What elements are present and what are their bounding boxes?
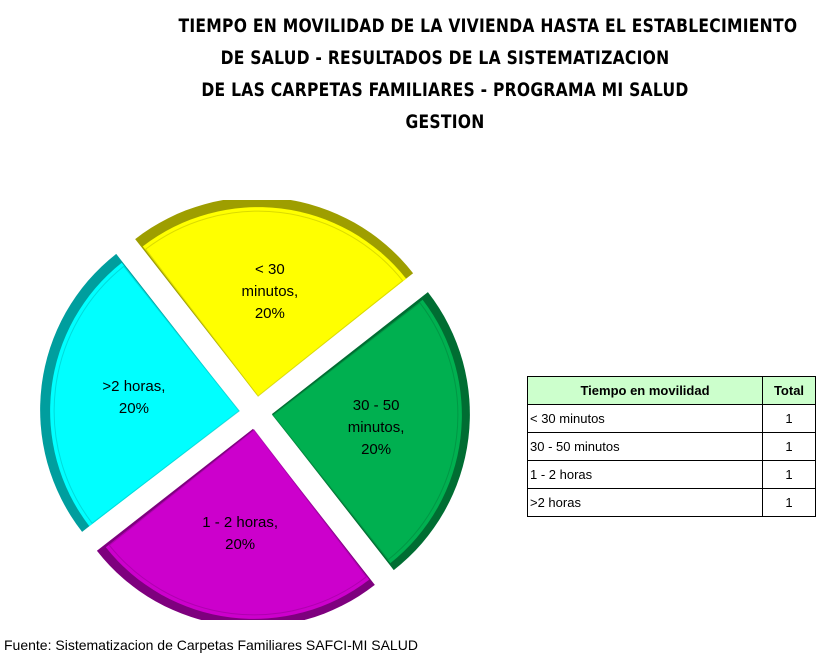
- pie-slice-30-minutos: < 30 minutos, 20%: [135, 200, 414, 397]
- pie-slice-1-2-horas: 1 - 2 horas, 20%: [96, 428, 375, 620]
- table-header-category: Tiempo en movilidad: [527, 376, 763, 405]
- chart-title-line: DE LAS CARPETAS FAMILIARES - PROGRAMA MI…: [201, 79, 689, 101]
- pie-slice-face: [272, 299, 462, 564]
- pie-slice-label-line: < 30: [255, 261, 285, 278]
- table-row: >2 horas 1: [527, 488, 816, 517]
- pie-slice-2-horas: >2 horas, 20%: [40, 253, 240, 532]
- pie-slice-inner-line: [272, 302, 459, 561]
- pie-slice-label-line: 20%: [119, 400, 149, 417]
- table-row: 1 - 2 horas 1: [527, 460, 816, 489]
- pie-slice-label-line: minutos,: [348, 419, 405, 436]
- pie-slice-label-line: 20%: [361, 441, 391, 458]
- pie-slice-label: >2 horas, 20%: [102, 378, 165, 417]
- table-cell-category: >2 horas: [527, 488, 763, 517]
- table-cell-category: 30 - 50 minutos: [527, 432, 763, 461]
- pie-slice-label-line: 20%: [255, 305, 285, 322]
- pie-slice-label: 30 - 50 minutos, 20%: [348, 397, 405, 458]
- pie-slice-label-line: 20%: [225, 536, 255, 553]
- source-note: Fuente: Sistematizacion de Carpetas Fami…: [4, 637, 418, 653]
- table-cell-total: 1: [762, 404, 816, 433]
- pie-slice-face: [50, 262, 240, 527]
- pie-slice-face: [105, 429, 370, 619]
- data-table: Tiempo en movilidad Total < 30 minutos 1…: [527, 376, 816, 517]
- pie-slice-face: [142, 207, 407, 397]
- chart-title-line: GESTION: [405, 111, 485, 133]
- table-cell-category: < 30 minutos: [527, 404, 763, 433]
- pie-slice-label-line: minutos,: [242, 283, 299, 300]
- table-cell-total: 1: [762, 432, 816, 461]
- table-cell-total: 1: [762, 488, 816, 517]
- pie-chart: < 30 minutos, 20%30 - 50 minutos, 20%1 - 2 h…: [40, 200, 470, 620]
- pie-slice-label-line: 30 - 50: [353, 397, 400, 414]
- pie-slice-inner-line: [145, 210, 404, 397]
- chart-title-line: TIEMPO EN MOVILIDAD DE LA VIVIENDA HASTA…: [178, 15, 798, 37]
- pie-slice-label: < 30 minutos, 20%: [242, 261, 299, 322]
- table-cell-total: 1: [762, 460, 816, 489]
- pie-slice-inner-line: [53, 265, 240, 524]
- pie-slice-inner-line: [108, 429, 367, 616]
- table-header-row: Tiempo en movilidad Total: [527, 376, 816, 405]
- table-header-total: Total: [762, 376, 816, 405]
- pie-slice-label-line: >2 horas,: [102, 378, 165, 395]
- chart-title-line: DE SALUD - RESULTADOS DE LA SISTEMATIZAC…: [220, 47, 670, 69]
- table-row: < 30 minutos 1: [527, 404, 816, 433]
- table-row: 30 - 50 minutos 1: [527, 432, 816, 461]
- pie-slice-label-line: 1 - 2 horas,: [202, 514, 278, 531]
- table-cell-category: 1 - 2 horas: [527, 460, 763, 489]
- chart-title: TIEMPO EN MOVILIDAD DE LA VIVIENDA HASTA…: [178, 10, 798, 138]
- pie-slice-30-50-minutos: 30 - 50 minutos, 20%: [271, 292, 470, 571]
- pie-slice-label: 1 - 2 horas, 20%: [202, 514, 278, 553]
